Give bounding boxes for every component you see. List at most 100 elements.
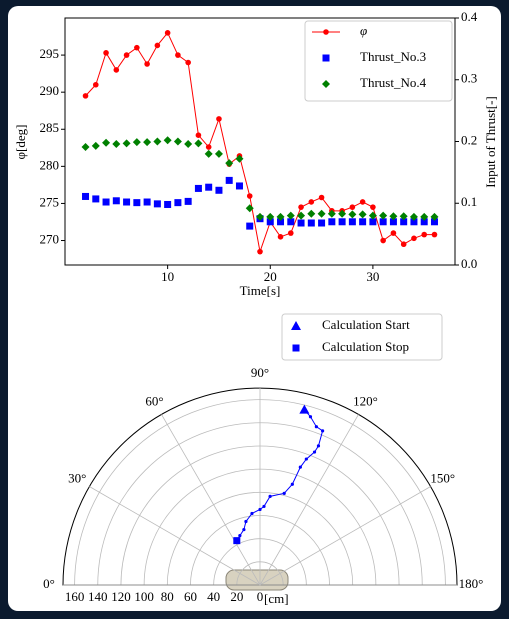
data-point: [256, 212, 264, 221]
trajectory-point: [244, 519, 248, 524]
data-point: [134, 44, 140, 51]
y2-axis-label: Input of Thrust[-]: [483, 96, 498, 187]
data-point: [123, 198, 131, 206]
data-point: [277, 234, 284, 240]
data-point: [399, 212, 408, 221]
data-point: [318, 194, 325, 201]
y-tick-label: 275: [40, 194, 60, 209]
data-point: [184, 197, 192, 205]
data-point: [430, 218, 438, 226]
data-point: [420, 212, 429, 221]
y-tick-label: 270: [40, 232, 60, 247]
data-point: [91, 141, 100, 150]
data-point: [235, 182, 243, 190]
data-point: [144, 61, 150, 67]
legend-label: Calculation Start: [322, 317, 410, 332]
data-point: [431, 231, 438, 238]
event-marker: [233, 537, 241, 545]
data-point: [245, 204, 254, 213]
theta-tick-label: 90°: [251, 365, 269, 380]
trajectory-point: [238, 534, 242, 538]
x-axis-label: Time[s]: [240, 283, 281, 298]
data-point: [92, 195, 100, 203]
r-tick-label: 100: [134, 589, 154, 604]
data-point: [173, 137, 182, 146]
data-point: [369, 218, 377, 226]
r-tick-label: 40: [207, 589, 220, 604]
data-point: [82, 93, 89, 99]
theta-grid: [161, 414, 261, 586]
y2-tick-label: 0.3: [461, 71, 477, 86]
data-point: [194, 139, 203, 148]
trajectory-point: [268, 494, 272, 498]
data-point: [286, 211, 295, 220]
data-point: [92, 81, 99, 88]
data-point: [348, 218, 356, 226]
data-point: [225, 176, 233, 184]
legend-box: [304, 20, 453, 102]
trajectory-point: [250, 511, 254, 516]
legend-marker: [322, 80, 330, 88]
trajectory-point: [290, 482, 294, 486]
data-point: [307, 219, 315, 227]
data-point: [327, 209, 336, 218]
data-point: [420, 218, 428, 226]
trajectory-point: [298, 465, 302, 469]
data-point: [235, 154, 244, 163]
trajectory-point: [282, 491, 286, 495]
theta-grid: [89, 486, 261, 586]
data-point: [400, 218, 408, 226]
data-point: [195, 132, 202, 138]
data-point: [421, 231, 428, 238]
theta-tick-label: 150°: [430, 470, 455, 485]
data-point: [317, 209, 326, 218]
legend-marker: [291, 321, 301, 330]
data-point: [338, 218, 346, 226]
r-tick-label: 80: [161, 589, 174, 604]
data-point: [204, 149, 213, 158]
data-point: [246, 193, 253, 199]
data-point: [153, 200, 161, 208]
data-point: [163, 136, 172, 145]
data-point: [379, 211, 388, 220]
y-tick-label: 290: [40, 83, 60, 98]
data-point: [102, 198, 110, 206]
legend-marker: [292, 344, 300, 352]
data-point: [184, 139, 193, 148]
data-point: [297, 211, 306, 220]
y2-tick-label: 0.0: [461, 256, 477, 271]
data-point: [318, 219, 326, 227]
r-tick-label: 160: [65, 589, 85, 604]
event-marker: [299, 404, 310, 414]
data-point: [287, 218, 295, 226]
data-point: [358, 210, 367, 219]
data-point: [122, 139, 131, 148]
data-point: [276, 212, 285, 221]
x-tick-label: 20: [264, 269, 277, 284]
data-point: [112, 139, 121, 148]
theta-tick-label: 30°: [68, 470, 86, 485]
trajectory-point: [258, 507, 262, 512]
data-point: [379, 218, 387, 226]
theta-tick-label: 180°: [459, 576, 484, 591]
data-point: [349, 204, 356, 210]
legend-label: Thrust_No.3: [360, 49, 426, 64]
data-point: [112, 197, 120, 205]
data-point: [133, 199, 141, 207]
data-point: [370, 204, 376, 210]
data-point: [164, 30, 171, 36]
data-point: [400, 241, 407, 248]
legend-marker: [323, 29, 329, 35]
trajectory-point: [308, 415, 313, 419]
data-point: [215, 186, 223, 194]
data-point: [194, 184, 202, 192]
data-point: [277, 218, 285, 226]
data-point: [430, 212, 439, 221]
data-point: [154, 42, 161, 49]
r-tick-label: 0: [257, 589, 264, 604]
legend-marker: [322, 54, 330, 62]
data-point: [411, 235, 417, 242]
trajectory: [236, 409, 324, 541]
theta-grid: [259, 486, 431, 586]
